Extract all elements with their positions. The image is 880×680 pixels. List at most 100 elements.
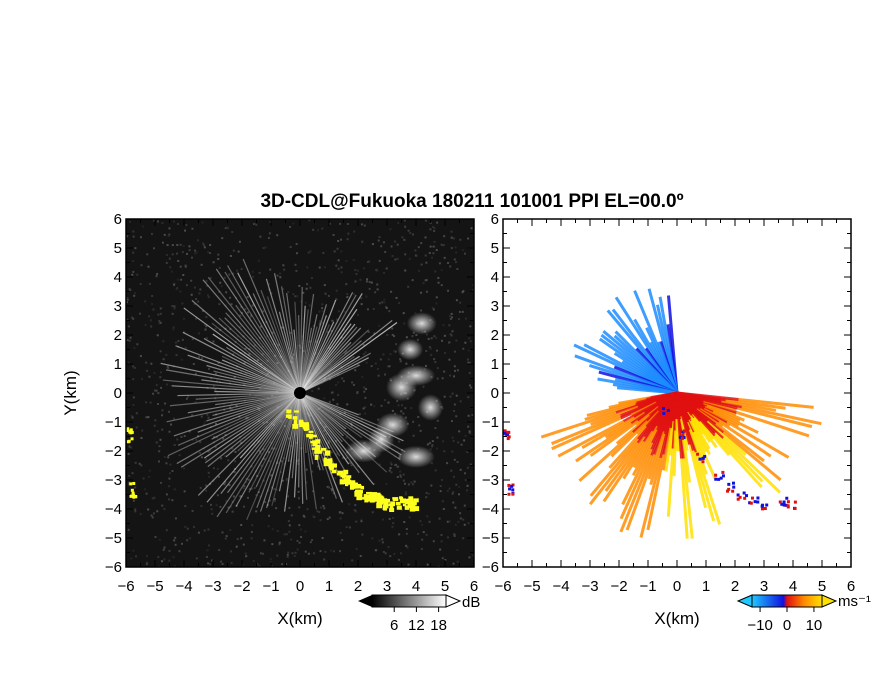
noise-pixel — [240, 306, 243, 309]
noise-pixel — [363, 386, 366, 389]
noise-pixel — [363, 267, 366, 270]
noise-pixel — [362, 343, 365, 346]
beam-ray — [166, 392, 301, 423]
colorbar-max-arrow — [445, 594, 462, 608]
noise-pixel — [126, 339, 129, 342]
clutter-pixel — [405, 498, 411, 505]
noise-pixel — [132, 396, 135, 399]
noise-pixel — [174, 536, 177, 539]
noise-pixel — [356, 313, 359, 316]
noise-pixel — [451, 492, 454, 495]
clutter-pixel — [399, 499, 406, 504]
noise-pixel — [456, 369, 459, 372]
noise-pixel — [144, 323, 147, 326]
velocity-clutter-pixel — [778, 500, 782, 504]
noise-pixel — [285, 478, 288, 481]
noise-pixel — [129, 336, 132, 339]
noise-pixel — [180, 542, 183, 545]
y-tick-label: −4 — [482, 501, 499, 518]
noise-pixel — [159, 307, 162, 310]
beam-ray — [280, 286, 301, 394]
echo-cell — [345, 439, 383, 463]
noise-pixel — [450, 469, 453, 472]
noise-pixel — [413, 480, 416, 483]
beam-ray — [299, 355, 360, 394]
noise-pixel — [384, 251, 387, 254]
noise-pixel — [364, 406, 367, 409]
noise-pixel — [289, 459, 292, 462]
beam-ray — [167, 392, 301, 457]
noise-pixel — [178, 454, 181, 457]
clutter-pixel — [303, 424, 310, 431]
noise-pixel — [241, 563, 244, 566]
velocity-ray-receding-outer — [551, 414, 622, 446]
noise-pixel — [184, 505, 187, 508]
noise-pixel — [180, 278, 183, 281]
noise-pixel — [440, 284, 443, 287]
noise-pixel — [425, 533, 428, 536]
noise-pixel — [319, 519, 322, 522]
velocity-clutter-pixel — [721, 474, 725, 478]
beam-ray — [191, 299, 301, 394]
noise-pixel — [467, 414, 470, 417]
velocity-ray-receding-outer — [722, 430, 782, 482]
noise-pixel — [398, 302, 401, 305]
noise-pixel — [300, 535, 303, 538]
noise-pixel — [366, 308, 369, 311]
noise-pixel — [347, 430, 350, 433]
y-tick-label: 4 — [491, 269, 499, 286]
noise-pixel — [305, 468, 308, 471]
noise-pixel — [450, 420, 453, 423]
clutter-pixel — [375, 492, 381, 499]
y-tick-label: 1 — [114, 356, 122, 373]
velocity-ray-receding-outer — [610, 420, 649, 458]
noise-pixel — [154, 535, 157, 538]
noise-pixel — [212, 340, 215, 343]
noise-pixel — [248, 393, 251, 396]
velocity-ray-receding-outer — [666, 448, 675, 517]
noise-pixel — [250, 314, 253, 317]
colorbar-tick-label: 18 — [430, 617, 447, 634]
velocity-clutter-band — [503, 406, 797, 511]
noise-pixel — [283, 424, 286, 427]
noise-pixel — [384, 373, 387, 376]
beam-ray — [299, 392, 308, 500]
reflectivity-x-axis-label: X(km) — [277, 609, 322, 628]
noise-pixel — [267, 489, 270, 492]
noise-pixel — [129, 220, 132, 223]
velocity-clutter-pixel — [742, 491, 746, 495]
beam-ray — [259, 392, 301, 512]
noise-pixel — [249, 315, 252, 318]
noise-pixel — [432, 245, 435, 248]
clutter-pixel — [341, 473, 347, 478]
noise-pixel — [376, 283, 379, 286]
noise-pixel — [356, 391, 359, 394]
velocity-ray-receding-outer — [589, 438, 640, 497]
noise-pixel — [323, 558, 326, 561]
noise-pixel — [298, 344, 301, 347]
beam-ray — [177, 392, 301, 446]
noise-pixel — [243, 505, 246, 508]
clutter-pixel — [127, 439, 131, 443]
velocity-ray-receding-outer — [681, 433, 692, 483]
noise-pixel — [418, 269, 421, 272]
noise-pixel — [448, 487, 451, 490]
noise-pixel — [417, 246, 420, 249]
noise-pixel — [261, 345, 264, 348]
noise-pixel — [326, 518, 329, 521]
noise-pixel — [153, 389, 156, 392]
beam-ray — [197, 392, 301, 496]
noise-pixel — [171, 244, 174, 247]
noise-pixel — [252, 560, 255, 563]
noise-pixel — [422, 531, 425, 534]
noise-pixel — [172, 220, 175, 223]
noise-pixel — [462, 290, 465, 293]
velocity-clutter-pixel — [780, 502, 784, 506]
noise-pixel — [198, 292, 201, 295]
noise-pixel — [250, 530, 253, 533]
noise-pixel — [352, 293, 355, 296]
beam-ray — [299, 293, 315, 394]
colorbar-tick-label: −10 — [747, 617, 772, 634]
noise-pixel — [399, 475, 402, 478]
